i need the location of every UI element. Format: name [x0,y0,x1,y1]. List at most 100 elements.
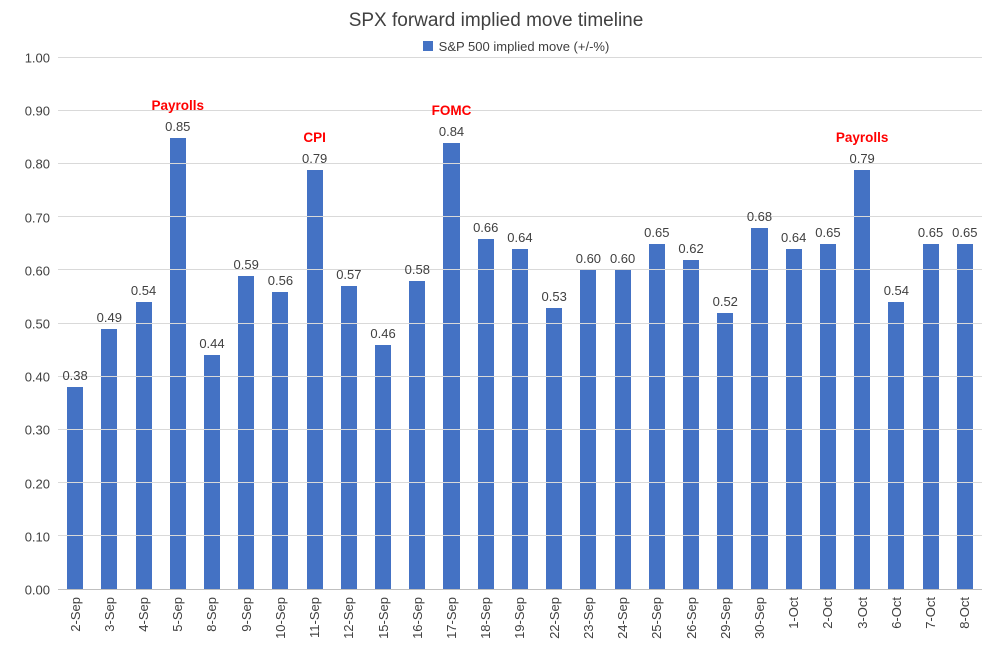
x-axis-cell: 17-Sep [434,590,468,666]
bar-value-label: 0.59 [233,256,259,272]
bar-column: 0.65 [640,58,674,589]
event-annotation: Payrolls [835,129,889,145]
x-axis-label: 8-Sep [204,597,220,632]
x-axis-label: 12-Sep [341,597,357,639]
event-annotation: Payrolls [151,97,205,113]
bar-value-label: 0.54 [883,283,910,299]
x-axis-label: 19-Sep [512,597,528,639]
bars-row: 0.38 0.49 0.54 Payrolls 0.85 0.44 0.59 0.56 CPI 0… [58,58,982,589]
x-axis-cell: 5-Sep [161,590,195,666]
x-axis-cell: 26-Sep [674,590,708,666]
x-axis-label: 22-Sep [546,597,562,639]
event-annotation: CPI [303,129,326,145]
bar [683,259,700,589]
bar [717,312,734,589]
bar-value-label: 0.46 [370,325,396,341]
bar [511,249,528,589]
x-axis-cell: 9-Sep [229,590,263,666]
bar-value-label: 0.79 [849,150,875,166]
x-axis-cell: 23-Sep [571,590,605,666]
x-axis-label: 3-Oct [854,597,870,629]
gridline [58,57,982,58]
bar [409,281,426,589]
bar-value-label: 0.68 [746,208,773,224]
bar-value-label: 0.60 [575,251,602,267]
bar-value-label: 0.56 [267,272,294,288]
bar-column: Payrolls 0.85 [152,58,204,589]
x-axis: 2-Sep 3-Sep 4-Sep 5-Sep 8-Sep 9-Sep 10-Sep 11-S… [58,590,982,666]
x-axis-cell: 3-Oct [845,590,879,666]
x-axis-label: 18-Sep [478,597,494,639]
bar-value-label: 0.49 [96,309,122,325]
bar-value-label: 0.64 [507,230,533,246]
x-axis-cell: 2-Oct [811,590,845,666]
bar [272,291,289,589]
bar-column: 0.46 [366,58,400,589]
gridline [58,322,982,324]
bar-column: 0.57 [332,58,366,589]
legend-swatch-icon [422,41,433,51]
bar [67,387,84,589]
bar-column: CPI 0.79 [298,58,332,589]
y-axis-label: 0.50 [24,316,50,332]
bar-column: 0.38 [58,58,92,589]
gridline [58,269,982,271]
bar-column: 0.60 [606,58,640,589]
bar [785,249,802,589]
y-axis-label: 0.70 [24,210,50,226]
bar-value-label: 0.54 [130,283,157,299]
bar [477,238,494,589]
y-axis-label: 0.40 [24,369,50,385]
x-axis-label: 9-Sep [238,597,254,632]
bar-column: 0.64 [503,58,537,589]
chart-title: SPX forward implied move timeline [348,10,644,31]
bar-column: 0.59 [229,58,263,589]
bar [580,270,597,589]
bar-value-label: 0.84 [438,123,465,139]
y-axis-label: 0.30 [24,422,50,438]
bar-column: 0.60 [571,58,605,589]
x-axis-label: 17-Sep [444,597,460,639]
bar-column: 0.52 [708,58,742,589]
bar-value-label: 0.65 [644,224,670,240]
bar-column: 0.44 [195,58,229,589]
x-axis-label: 7-Oct [923,597,939,629]
bar-value-label: 0.85 [165,118,191,134]
x-axis-cell: 24-Sep [606,590,640,666]
bar [203,355,221,589]
x-axis-label: 29-Sep [717,597,733,639]
bar [819,243,836,589]
y-axis-label: 1.00 [24,50,50,66]
x-axis-cell: 8-Sep [195,590,229,666]
x-axis-label: 16-Sep [409,597,425,639]
bar [306,169,323,589]
x-axis-cell: 7-Oct [913,590,947,666]
plot-area: 0.38 0.49 0.54 Payrolls 0.85 0.44 0.59 0.56 CPI 0… [58,57,982,590]
x-axis-cell: 1-Oct [777,590,811,666]
bar-column: 0.66 [469,58,503,589]
gridline [58,216,982,218]
x-axis-label: 10-Sep [272,597,288,639]
bar [169,137,186,589]
bar-column: 0.56 [263,58,297,589]
bar-column: Payrolls 0.79 [836,58,888,589]
bar-value-label: 0.53 [541,288,567,304]
x-axis-label: 25-Sep [649,597,665,639]
x-axis-cell: 25-Sep [640,590,674,666]
bar [956,243,973,589]
x-axis-cell: 29-Sep [708,590,742,666]
x-axis-cell: 3-Sep [92,590,126,666]
legend: S&P 500 implied move (+/-%) [10,34,982,58]
x-axis-label: 3-Sep [101,597,117,632]
bar [922,243,939,589]
gridline [58,375,982,377]
bar-column: FOMC 0.84 [432,58,471,589]
bar-column: 0.65 [811,58,845,589]
bar-value-label: 0.62 [678,240,704,256]
bar-value-label: 0.64 [781,230,807,246]
x-axis-label: 11-Sep [307,597,323,638]
gridline [58,428,982,430]
y-axis-label: 0.60 [24,263,50,279]
chart-body: 0.00 0.10 0.20 0.30 0.40 0.50 0.60 0.70 0.80 0.90… [10,51,982,598]
